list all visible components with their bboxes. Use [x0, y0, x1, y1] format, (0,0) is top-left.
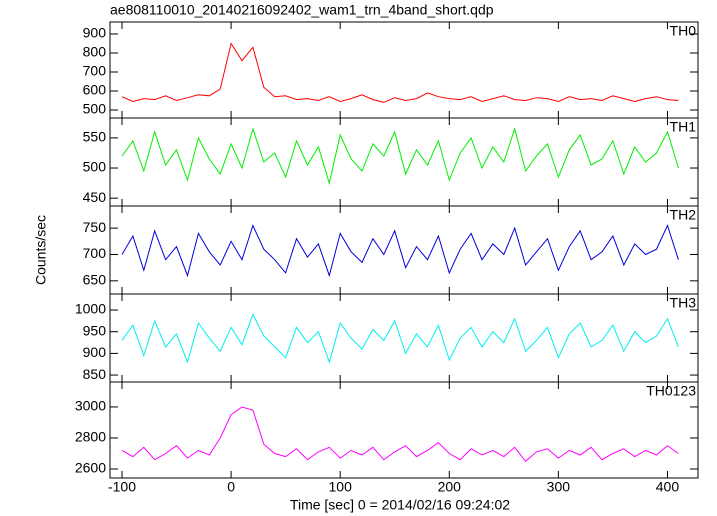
panel-frame — [109, 381, 699, 479]
y-tick-label: 650 — [83, 272, 107, 288]
panel-frame — [109, 117, 699, 207]
y-tick-label: 450 — [83, 189, 107, 205]
y-tick-label: 600 — [83, 82, 107, 98]
x-tick-label: -100 — [108, 479, 136, 495]
data-line — [121, 406, 679, 463]
y-tick-label: 800 — [83, 44, 107, 60]
panel-frame — [109, 21, 699, 119]
y-tick-label: 700 — [83, 63, 107, 79]
panel-label: TH0 — [670, 23, 697, 39]
panel-frame — [109, 293, 699, 383]
data-line — [121, 42, 679, 103]
y-tick-label: 900 — [83, 344, 107, 360]
panel-label: TH2 — [670, 207, 697, 223]
x-tick-label: 400 — [656, 479, 680, 495]
y-tick-label: 950 — [83, 322, 107, 338]
panel-label: TH3 — [670, 295, 697, 311]
y-tick-label: 550 — [83, 129, 107, 145]
y-tick-label: 1000 — [75, 301, 106, 317]
y-tick-label: 2600 — [75, 460, 106, 476]
panel-label: TH1 — [670, 119, 697, 135]
y-tick-label: 2800 — [75, 429, 106, 445]
data-line — [121, 313, 679, 364]
chart-title: ae808110010_20140216092402_wam1_trn_4ban… — [110, 2, 494, 18]
y-tick-label: 3000 — [75, 398, 106, 414]
y-tick-label: 700 — [83, 245, 107, 261]
y-tick-label: 900 — [83, 25, 107, 41]
y-tick-label: 500 — [83, 101, 107, 117]
x-tick-label: 0 — [227, 479, 235, 495]
x-axis-label: Time [sec] 0 = 2014/02/16 09:24:02 — [290, 497, 510, 513]
x-tick-label: 200 — [438, 479, 462, 495]
panel-frame — [109, 205, 699, 295]
panel-label: TH0123 — [646, 383, 696, 399]
x-tick-label: 100 — [329, 479, 353, 495]
data-line — [121, 127, 679, 186]
y-tick-label: 850 — [83, 366, 107, 382]
x-tick-label: 300 — [547, 479, 571, 495]
y-axis-label: Counts/sec — [33, 215, 49, 285]
y-tick-label: 750 — [83, 219, 107, 235]
data-line — [121, 224, 679, 278]
y-tick-label: 500 — [83, 159, 107, 175]
